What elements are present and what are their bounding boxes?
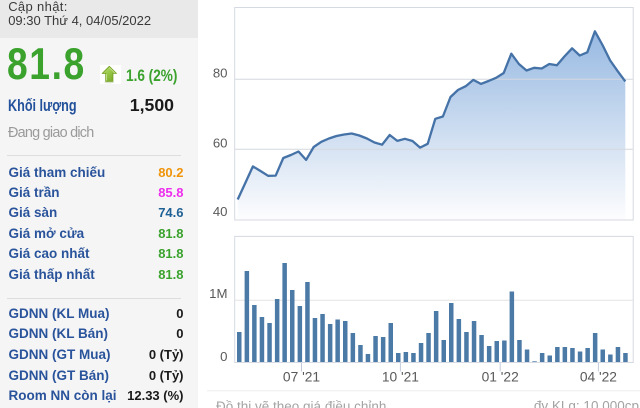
svg-text:0: 0 [220,349,227,364]
svg-text:04 '22: 04 '22 [580,369,617,384]
svg-text:1M: 1M [209,286,227,301]
svg-text:10 '21: 10 '21 [382,369,419,384]
svg-text:60: 60 [213,136,228,151]
svg-text:80: 80 [213,66,228,81]
svg-text:Đồ thị vẽ theo giá điều chỉnh: Đồ thị vẽ theo giá điều chỉnh [216,399,386,408]
svg-text:40: 40 [213,204,228,219]
svg-text:07 '21: 07 '21 [283,369,320,384]
svg-text:đv KLg: 10,000cp: đv KLg: 10,000cp [534,399,639,408]
svg-text:01 '22: 01 '22 [482,369,519,384]
